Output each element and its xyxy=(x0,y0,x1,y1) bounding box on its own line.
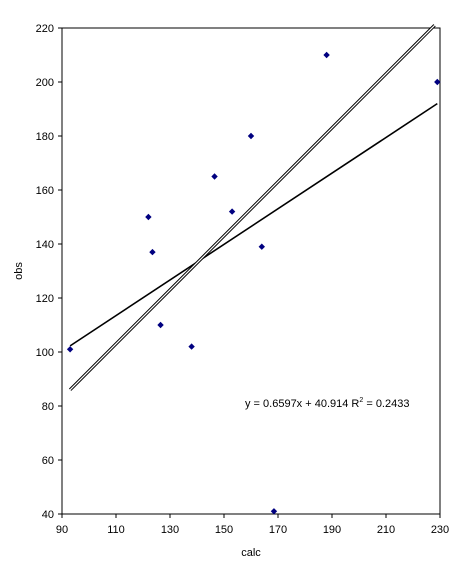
y-tick-label: 160 xyxy=(36,185,54,197)
y-tick-label: 140 xyxy=(36,239,54,251)
y-tick-label: 100 xyxy=(36,347,54,359)
data-point xyxy=(66,346,74,353)
x-tick-label: 130 xyxy=(161,524,179,536)
x-tick-label: 230 xyxy=(431,524,449,536)
regression-equation-superscript: 2 xyxy=(359,397,363,404)
fit-line-inner xyxy=(69,24,436,391)
data-point xyxy=(157,321,164,329)
y-axis-ticks: 40 60 80 100 120 140 160 180 200 220 xyxy=(36,23,62,521)
data-point xyxy=(323,51,330,59)
data-point xyxy=(149,248,156,256)
trend-lines xyxy=(68,24,438,391)
data-point xyxy=(434,78,441,86)
regression-equation-main: y = 0.6597x + 40.914 R xyxy=(245,398,359,410)
x-axis-ticks: 90 110 130 150 170 190 210 230 xyxy=(56,514,449,536)
y-tick-label: 180 xyxy=(36,131,54,143)
regression-equation: y = 0.6597x + 40.914 R2 = 0.2433 xyxy=(245,397,409,410)
x-tick-label: 190 xyxy=(323,524,341,536)
data-point xyxy=(211,173,218,180)
y-tick-label: 120 xyxy=(36,293,54,305)
x-axis-title: calc xyxy=(241,547,261,559)
y-tick-label: 60 xyxy=(42,455,54,467)
data-point xyxy=(228,208,236,215)
trend-line xyxy=(69,102,438,347)
y-axis-title: obs xyxy=(13,262,25,280)
regression-equation-end: = 0.2433 xyxy=(363,398,409,410)
data-point xyxy=(188,343,195,350)
y-tick-label: 80 xyxy=(42,401,54,413)
x-tick-label: 150 xyxy=(215,524,233,536)
x-tick-label: 210 xyxy=(377,524,395,536)
y-tick-label: 220 xyxy=(36,23,54,35)
plot-area xyxy=(61,27,441,515)
data-point xyxy=(145,213,152,221)
x-tick-label: 110 xyxy=(107,524,125,536)
data-point xyxy=(258,243,265,250)
data-points xyxy=(66,51,441,515)
x-tick-label: 90 xyxy=(56,524,68,536)
data-point xyxy=(270,508,278,515)
data-point xyxy=(247,132,255,140)
y-tick-label: 200 xyxy=(36,77,54,89)
y-tick-label: 40 xyxy=(42,509,54,521)
x-tick-label: 170 xyxy=(269,524,287,536)
